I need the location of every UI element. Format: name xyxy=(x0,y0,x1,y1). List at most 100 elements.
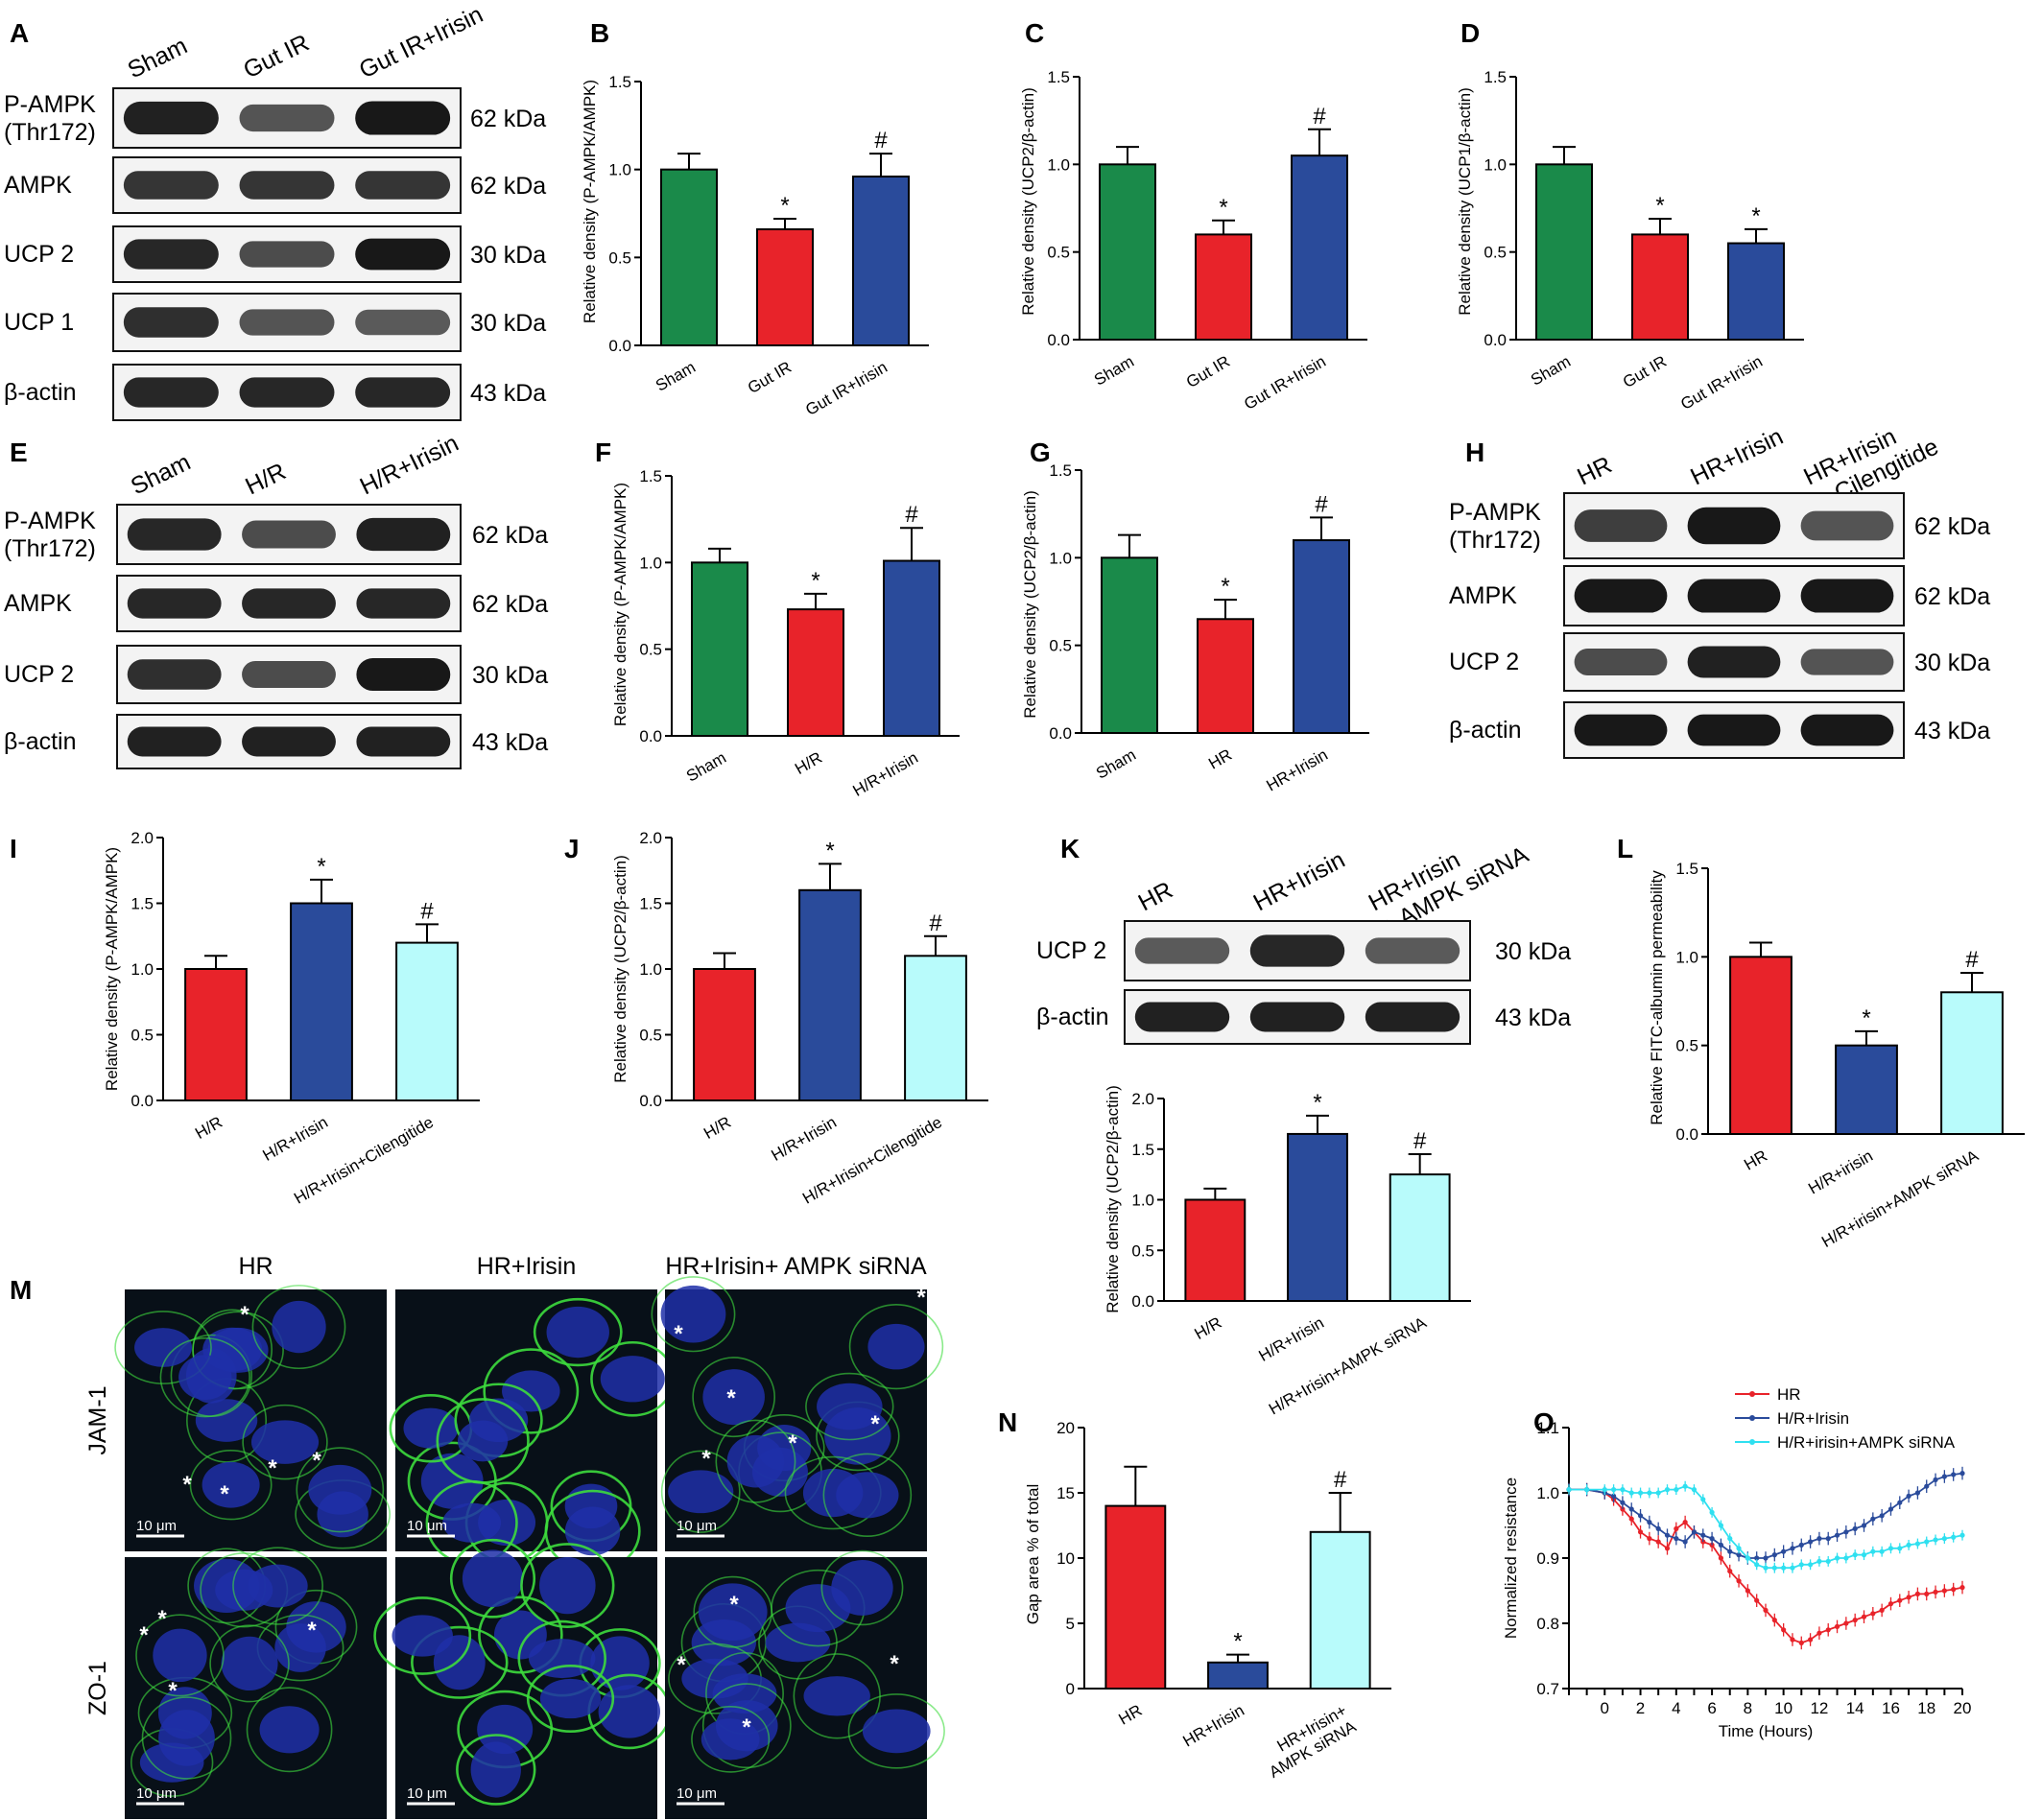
data-point xyxy=(1914,1541,1921,1547)
data-point xyxy=(1655,1539,1661,1545)
blot-band xyxy=(356,658,451,691)
bar xyxy=(1631,233,1689,341)
membrane-outline xyxy=(701,1683,792,1769)
y-axis-label: Relative FITC-albumin permeability xyxy=(1648,870,1666,1125)
membrane-outline xyxy=(135,1614,225,1697)
blot-row-label: β-actin xyxy=(1036,1004,1109,1030)
y-tick-label: 1.5 xyxy=(1484,68,1507,86)
data-point xyxy=(1906,1542,1911,1548)
y-tick-label: 1.0 xyxy=(1484,155,1507,174)
membrane-outline xyxy=(822,1453,913,1538)
membrane-outline xyxy=(715,1419,796,1503)
panel-label-m: M xyxy=(10,1275,32,1305)
nucleus xyxy=(528,1639,596,1679)
legend-marker xyxy=(1749,1415,1755,1421)
scale-bar-label: 10 μm xyxy=(136,1785,177,1802)
micrograph-tile: 10 μm * * * * * * xyxy=(651,1276,944,1551)
significance-mark: * xyxy=(1655,193,1664,219)
nucleus xyxy=(457,1420,509,1462)
bar xyxy=(1729,956,1793,1135)
membrane-outline xyxy=(189,1450,273,1521)
membrane-outline xyxy=(141,1696,232,1780)
x-tick-label: HR+Irisin xyxy=(1180,1701,1247,1751)
data-point xyxy=(1718,1523,1724,1528)
data-point xyxy=(1897,1597,1903,1603)
x-tick-label: Sham xyxy=(1091,352,1137,390)
blot-kda-label: 30 kDa xyxy=(472,662,548,689)
data-point xyxy=(1781,1548,1787,1554)
nucleus xyxy=(700,1718,760,1761)
y-tick-label: 1.5 xyxy=(608,73,631,91)
data-point xyxy=(1700,1532,1706,1538)
x-tick-label: HR xyxy=(1116,1701,1146,1729)
gap-asterisk: * xyxy=(307,1618,317,1643)
bar xyxy=(1727,242,1785,342)
bar xyxy=(904,955,967,1101)
bar xyxy=(798,888,862,1101)
data-point xyxy=(1816,1630,1822,1636)
membrane-outline xyxy=(660,1450,741,1533)
significance-mark: * xyxy=(825,838,834,863)
blot-band xyxy=(355,171,451,200)
membrane-outline xyxy=(449,1538,536,1619)
bar-chart-c: 0.0 0.5 1.0 1.5 Sham * Gut IR # Gut IR+Irisin Rel… xyxy=(1019,68,1367,414)
data-point xyxy=(1798,1542,1804,1548)
scale-bar-label: 10 μm xyxy=(407,1785,447,1802)
blot-kda-label: 62 kDa xyxy=(470,106,546,132)
panel-label-a: A xyxy=(10,18,29,48)
y-tick-label: 1.0 xyxy=(639,960,662,979)
blot-lane-label: Sham xyxy=(124,33,192,84)
blot-kda-label: 30 kDa xyxy=(470,242,546,269)
micrograph-tile: 10 μm * * * * * xyxy=(114,1285,392,1551)
blot-band xyxy=(1800,579,1894,613)
y-tick-label: 0.0 xyxy=(131,1092,154,1110)
membrane-outline xyxy=(483,1348,580,1434)
panel-label-f: F xyxy=(595,437,611,467)
blot-row-label: β-actin xyxy=(4,728,77,755)
bar xyxy=(1184,1198,1247,1302)
membrane-outline xyxy=(692,1357,776,1438)
nucleus xyxy=(862,1709,931,1754)
data-point xyxy=(1879,1513,1885,1519)
gap-asterisk: * xyxy=(729,1592,739,1618)
nucleus xyxy=(470,1741,521,1798)
gap-asterisk: * xyxy=(870,1411,880,1437)
data-point xyxy=(1906,1595,1911,1600)
y-tick-label: 0.9 xyxy=(1536,1549,1559,1568)
data-point xyxy=(1736,1578,1742,1584)
y-tick-label: 0.0 xyxy=(639,1092,662,1110)
data-point xyxy=(1959,1471,1965,1477)
y-tick-label: 0.5 xyxy=(1131,1241,1154,1260)
blot-row-label: P-AMPK (Thr172) xyxy=(1449,499,1541,554)
y-tick-label: 1.5 xyxy=(1047,68,1070,86)
bar xyxy=(1195,233,1252,341)
x-tick-label: 4 xyxy=(1672,1699,1680,1717)
y-tick-label: 1.1 xyxy=(1536,1419,1559,1437)
data-point xyxy=(1843,1529,1849,1535)
gap-asterisk: * xyxy=(240,1302,249,1328)
bar xyxy=(693,968,756,1101)
blot-band xyxy=(1800,510,1894,541)
blot-band xyxy=(355,238,451,271)
legend-marker xyxy=(1749,1391,1755,1397)
data-point xyxy=(1745,1555,1750,1561)
bar xyxy=(660,168,718,346)
y-tick-label: 1.0 xyxy=(1049,549,1072,567)
y-tick-label: 0 xyxy=(1066,1680,1075,1698)
membrane-outline xyxy=(373,1596,472,1675)
membrane-outline xyxy=(820,1549,904,1626)
blot-kda-label: 62 kDa xyxy=(472,591,548,618)
y-tick-label: 0.5 xyxy=(639,641,662,659)
membrane-outline xyxy=(114,1311,212,1384)
membrane-outline xyxy=(296,1447,385,1533)
panel-label-j: J xyxy=(564,834,580,863)
bar xyxy=(787,608,844,738)
x-tick-label: H/R+Irisin xyxy=(1255,1313,1327,1365)
bar xyxy=(1535,163,1593,341)
data-point xyxy=(1933,1589,1938,1595)
y-tick-label: 0.7 xyxy=(1536,1680,1559,1698)
data-point xyxy=(1647,1520,1652,1525)
y-axis-label: Relative density (UCP2/β-actin) xyxy=(1019,87,1037,315)
y-tick-label: 15 xyxy=(1057,1484,1075,1502)
